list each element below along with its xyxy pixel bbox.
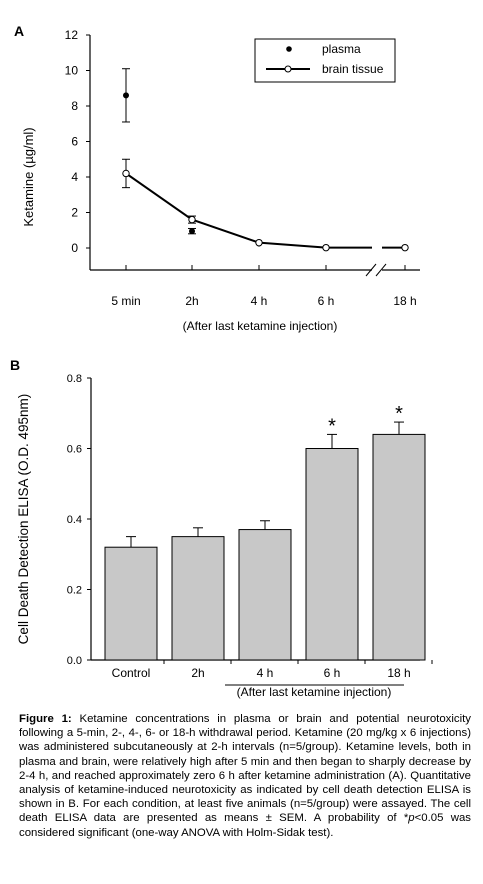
panel-a-y-tick-label: 4 <box>71 170 78 184</box>
caption-text-2: <0.05 was considered significant (one-wa… <box>19 812 471 839</box>
brain-tissue-point <box>255 238 263 247</box>
bar <box>238 529 292 661</box>
panel-a-letter: A <box>14 23 24 39</box>
brain-tissue-point <box>122 169 130 178</box>
panel-b-x-tick-label: 18 h <box>387 666 410 680</box>
legend-brain-marker <box>284 65 292 73</box>
figure-caption: Figure 1: Ketamine concentrations in pla… <box>19 712 471 840</box>
panel-b-y-tick-label: 0.2 <box>67 585 82 597</box>
panel-a-x-tick-label: 4 h <box>251 294 268 308</box>
panel-b-x-label: (After last ketamine injection) <box>237 685 392 699</box>
caption-p-italic: p <box>408 812 415 825</box>
panel-a-line-chart: A 0 2 4 6 8 10 12 5 min 2h 4 h 6 h 18 h Ketamine (… <box>14 23 420 333</box>
panel-a-y-tick-label: 6 <box>71 135 78 149</box>
panel-b-y-ticks: 0.0 0.2 0.4 0.6 0.8 <box>67 373 91 667</box>
panel-b-x-tick-label: Control <box>112 666 151 680</box>
panel-b-letter: B <box>10 357 20 373</box>
bar <box>171 536 225 661</box>
panel-a-x-tick-label: 18 h <box>393 294 416 308</box>
panel-a-y-tick-label: 10 <box>65 64 79 78</box>
panel-a-x-label: (After last ketamine injection) <box>183 319 338 333</box>
panel-b-x-tick-label: 6 h <box>324 666 341 680</box>
panel-a-y-ticks: 0 2 4 6 8 10 12 <box>65 28 90 255</box>
plasma-point <box>189 228 195 235</box>
panel-b-y-label: Cell Death Detection ELISA (O.D. 495nm) <box>16 394 31 645</box>
panel-b-x-tick-label: 4 h <box>257 666 274 680</box>
caption-text-1: Ketamine concentrations in plasma or bra… <box>19 713 471 825</box>
legend-plasma-marker <box>286 46 292 52</box>
caption-label: Figure 1: <box>19 713 72 725</box>
panel-b-x-tick-label: 2h <box>191 666 204 680</box>
significance-marker: * <box>395 403 403 425</box>
bar <box>372 433 426 661</box>
panel-a-y-label: Ketamine (µg/ml) <box>21 127 36 226</box>
plasma-point <box>123 92 129 99</box>
panel-a-x-tick-label: 5 min <box>111 294 140 308</box>
bar <box>104 546 158 661</box>
panel-a-y-tick-label: 0 <box>71 241 78 255</box>
panel-b-y-tick-label: 0.0 <box>67 655 82 667</box>
panel-a-y-tick-label: 12 <box>65 28 79 42</box>
significance-marker: * <box>328 415 336 437</box>
panel-a-y-tick-label: 2 <box>71 206 78 220</box>
panel-a-legend: plasma brain tissue <box>254 38 396 83</box>
brain-tissue-point <box>188 215 196 224</box>
panel-b-bars: Control 2h 4 h * 6 h * 18 h <box>104 403 433 680</box>
panel-a-axis-break-mark <box>365 263 377 277</box>
panel-a-x-tick-label: 2h <box>185 294 198 308</box>
legend-brain-label: brain tissue <box>322 62 384 76</box>
legend-plasma-label: plasma <box>322 42 361 56</box>
panel-b-y-tick-label: 0.4 <box>67 514 82 526</box>
brain-tissue-line <box>125 172 372 249</box>
panel-a-axis-break-mark <box>375 263 387 277</box>
panel-b-y-tick-label: 0.8 <box>67 373 82 385</box>
brain-tissue-point <box>322 243 330 252</box>
legend-box <box>254 38 396 83</box>
panel-a-x-tick-label: 6 h <box>318 294 335 308</box>
panel-b-bar-chart: B 0.00.20.40.60.8 Control 2h 4 h*6 h*18 h … <box>10 357 433 699</box>
bar <box>305 448 359 661</box>
panel-b-y-tick-label: 0.6 <box>67 444 82 456</box>
panel-a-y-tick-label: 8 <box>71 99 78 113</box>
panel-a-series <box>122 68 409 252</box>
brain-tissue-point <box>401 243 409 252</box>
panel-a-x-ticks: 5 min 2h 4 h 6 h 18 h <box>90 263 420 308</box>
figure: A 0 2 4 6 8 10 12 5 min 2h 4 h 6 h 18 h Ketamine (… <box>10 23 433 699</box>
